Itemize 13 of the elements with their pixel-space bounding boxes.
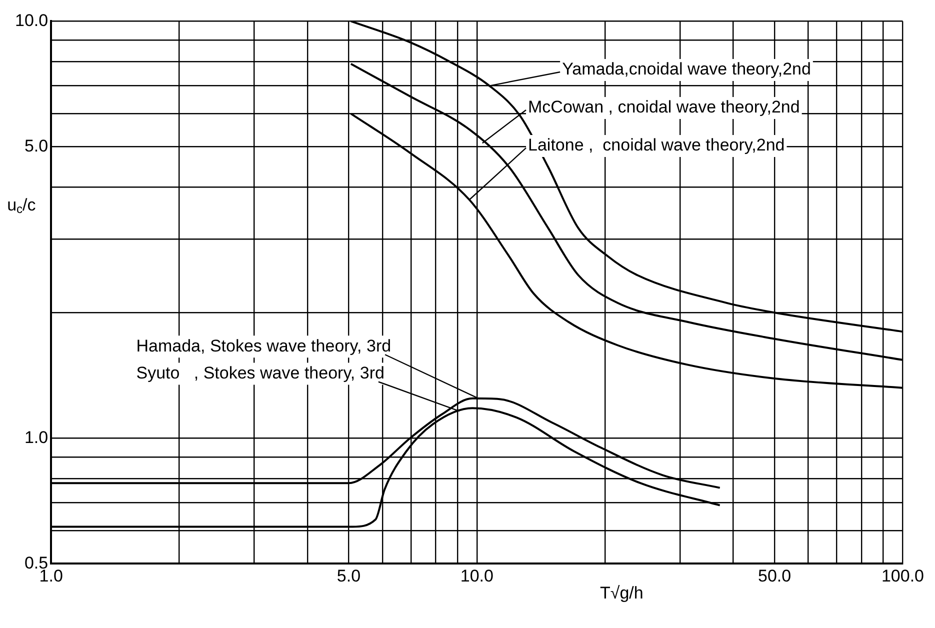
annotation: McCowan , cnoidal wave theory,2nd <box>528 98 800 117</box>
annotation: Laitone , cnoidal wave theory,2nd <box>528 136 785 155</box>
annotation: Yamada,cnoidal wave theory,2nd <box>562 60 811 79</box>
annotation: Hamada, Stokes wave theory, 3rd <box>136 336 392 356</box>
y-tick-label: 1.0 <box>24 428 48 447</box>
y-tick-label: 10.0 <box>14 10 48 30</box>
annotation: Syuto , Stokes wave theory, 3rd <box>136 363 384 382</box>
x-axis-title: T√g/h <box>600 583 644 602</box>
x-tick-label: 100.0 <box>881 566 924 586</box>
x-tick-label: 10.0 <box>460 566 494 586</box>
x-tick-label: 50.0 <box>758 566 792 586</box>
y-tick-label: 5.0 <box>24 136 48 156</box>
x-tick-label: 5.0 <box>336 566 361 586</box>
